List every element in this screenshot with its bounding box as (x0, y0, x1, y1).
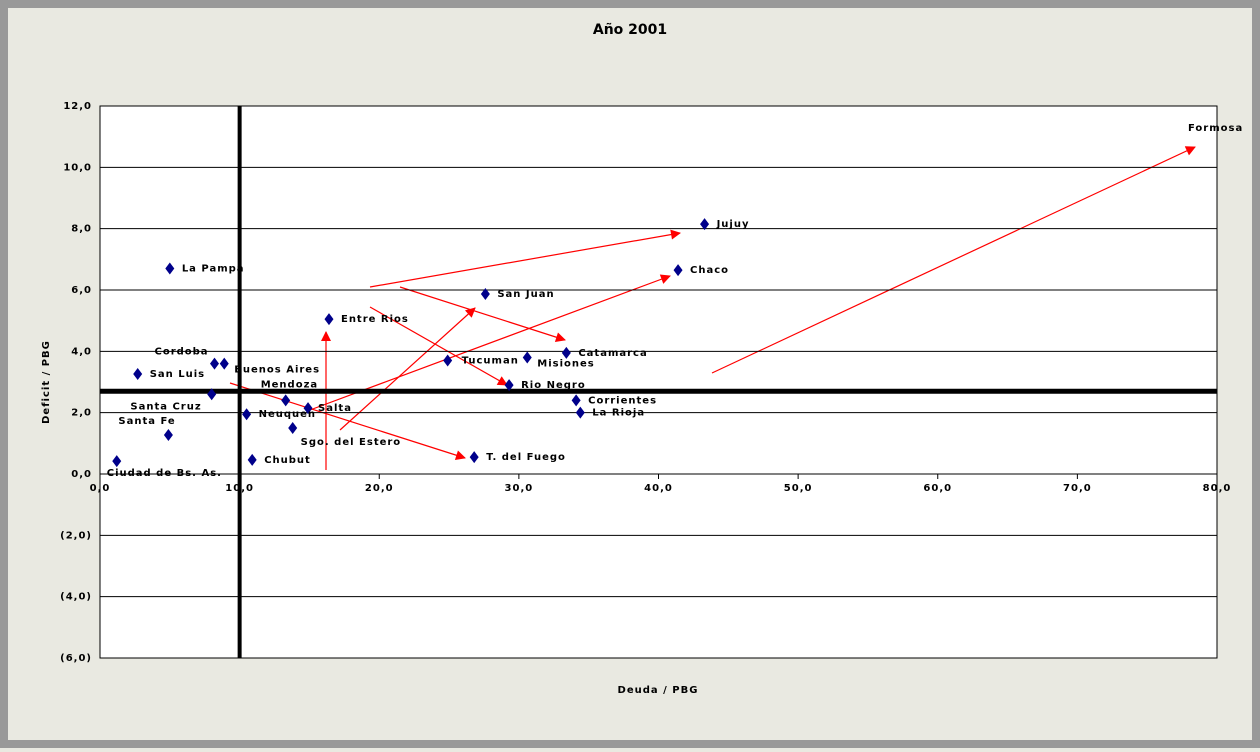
point-label: Jujuy (716, 219, 750, 230)
y-tick-label: (6,0) (60, 653, 92, 664)
point (700, 218, 710, 231)
point-label: Chubut (264, 455, 311, 466)
point-label: La Pampa (182, 264, 245, 275)
arrow (309, 274, 671, 411)
x-tick-label: 0,0 (90, 483, 111, 494)
point (207, 388, 217, 401)
y-tick-label: 8,0 (71, 224, 92, 235)
point-label: Sgo. del Estero (301, 437, 402, 448)
arrow (339, 307, 476, 431)
chart-title: Año 2001 (593, 22, 667, 38)
point (443, 354, 453, 367)
x-tick-label: 50,0 (784, 483, 813, 494)
x-tick-label: 40,0 (644, 483, 673, 494)
arrow (711, 146, 1196, 374)
point-label: Catamarca (578, 348, 647, 359)
point (209, 357, 219, 370)
point (673, 264, 683, 277)
point-label: Santa Cruz (130, 401, 201, 412)
point-label: Neuquen (259, 409, 316, 420)
point-label: Entre Rios (341, 314, 409, 325)
y-tick-label: (4,0) (60, 592, 92, 603)
annotation: Formosa (1188, 123, 1243, 134)
plot-area (99, 105, 1218, 659)
point-label: Santa Fe (118, 416, 175, 427)
point (480, 287, 490, 300)
x-tick-label: 60,0 (923, 483, 952, 494)
y-tick-label: 4,0 (71, 346, 92, 357)
arrow (369, 229, 681, 288)
point-label: Buenos Aires (234, 365, 320, 376)
point (112, 455, 122, 468)
point-label: Cordoba (154, 347, 208, 358)
x-tick-label: 20,0 (365, 483, 394, 494)
point (324, 313, 334, 326)
point-label: Tucuman (462, 356, 519, 367)
point (504, 379, 514, 392)
point (469, 451, 479, 464)
x-axis-label: Deuda / PBG (618, 685, 699, 696)
point (281, 394, 291, 407)
point (561, 346, 571, 359)
point-label: La Rioja (592, 408, 645, 419)
point-label: Rio Negro (521, 380, 586, 391)
point (288, 422, 298, 434)
point-label: Misiones (537, 358, 594, 369)
point-label: Chaco (690, 265, 729, 276)
arrow (229, 382, 466, 461)
x-tick-label: 80,0 (1203, 483, 1232, 494)
y-tick-label: 0,0 (71, 469, 92, 480)
arrows (229, 146, 1196, 470)
arrow (369, 306, 508, 386)
point-label: Salta (318, 403, 352, 414)
y-tick-label: (2,0) (60, 530, 92, 541)
y-tick-label: 12,0 (63, 101, 92, 112)
point (522, 351, 532, 364)
y-tick-label: 10,0 (63, 162, 92, 173)
point (247, 453, 257, 466)
point (575, 406, 585, 419)
point (165, 262, 175, 275)
y-tick-label: 2,0 (71, 408, 92, 419)
point-label: San Luis (150, 369, 205, 380)
point-label: Corrientes (588, 395, 657, 406)
point (219, 357, 229, 370)
x-tick-label: 30,0 (505, 483, 534, 494)
point (571, 394, 581, 407)
point-label: Mendoza (261, 379, 318, 390)
point-label: T. del Fuego (486, 452, 566, 463)
point-label: Ciudad de Bs. As. (107, 468, 222, 479)
y-axis-label: Deficit / PBG (41, 340, 52, 424)
point (242, 408, 252, 421)
point (133, 368, 143, 381)
point (163, 429, 173, 442)
point-label: San Juan (497, 289, 554, 300)
point (303, 402, 313, 415)
x-tick-label: 70,0 (1063, 483, 1092, 494)
y-tick-label: 6,0 (71, 285, 92, 296)
arrow (399, 286, 566, 343)
